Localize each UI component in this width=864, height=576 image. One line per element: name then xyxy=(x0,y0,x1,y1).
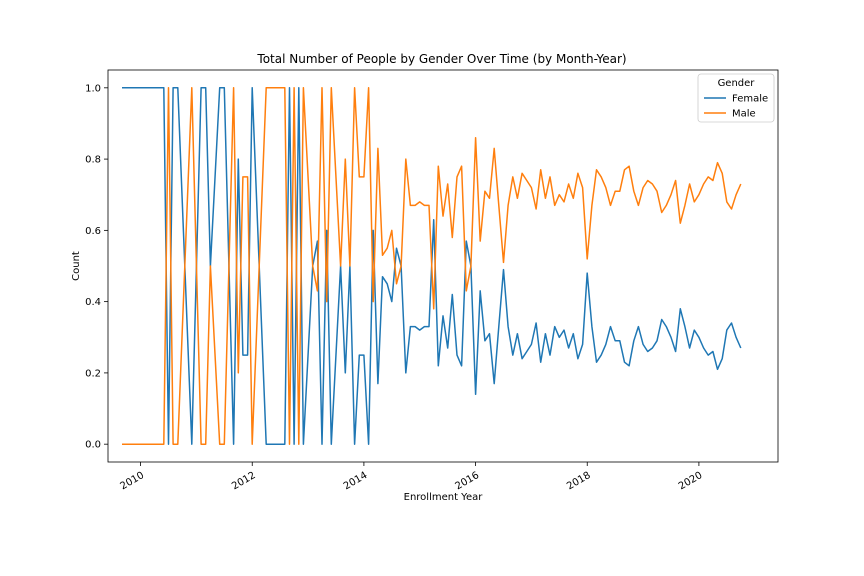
x-axis-label: Enrollment Year xyxy=(404,492,484,503)
y-tick-label: 0.8 xyxy=(85,155,101,166)
x-axis: 2010 2012 2014 2016 2018 2020 xyxy=(119,462,704,492)
y-tick-label: 0.6 xyxy=(85,226,101,237)
y-tick-label: 0.0 xyxy=(85,440,101,451)
plot-frame xyxy=(107,69,779,463)
y-axis: 0.0 0.2 0.4 0.6 0.8 1.0 xyxy=(85,83,108,451)
chart-title: Total Number of People by Gender Over Ti… xyxy=(256,52,626,66)
y-tick-label: 0.2 xyxy=(85,368,101,379)
legend-label-female: Female xyxy=(732,94,768,105)
legend-box xyxy=(697,73,775,123)
series-lines xyxy=(122,87,742,445)
y-tick-label: 1.0 xyxy=(85,83,101,94)
series-line-male xyxy=(122,87,742,445)
series-line-female xyxy=(122,87,742,445)
y-tick-label: 0.4 xyxy=(85,297,101,308)
y-axis-label: Count xyxy=(71,251,82,281)
legend: Gender Female Male xyxy=(697,73,775,123)
legend-label-male: Male xyxy=(732,109,756,120)
legend-title: Gender xyxy=(718,78,756,89)
